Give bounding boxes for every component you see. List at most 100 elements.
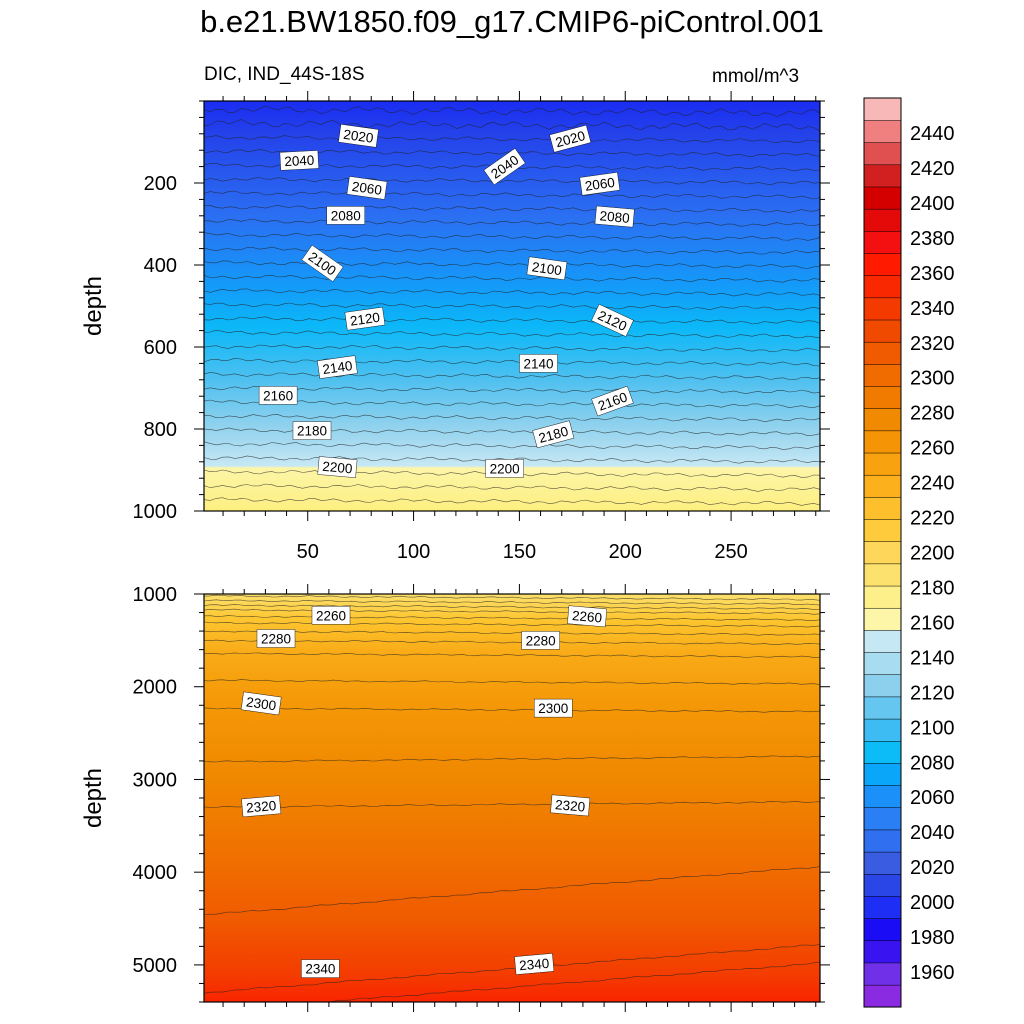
contour-label: 2120 [344,306,386,331]
colorbar-swatch [863,895,902,919]
colorbar-swatch [863,629,902,653]
contour-label: 2280 [256,629,296,648]
upper-panel-frame [203,100,821,512]
contour-label-text: 2340 [305,962,335,977]
colorbar-label: 2180 [910,578,955,600]
contour-label-text: 2300 [245,694,277,713]
contour-label: 2040 [279,150,319,171]
colorbar-swatch [863,851,902,875]
contour-label-text: 2060 [584,175,616,194]
upper-contour-line [204,372,820,380]
colorbar-swatch [863,452,902,476]
x-tick-label: 150 [503,541,536,563]
upper-contour-line [204,232,820,241]
y-tick-label: 400 [144,255,177,277]
colorbar-swatch [863,186,902,210]
contour-label-text: 2080 [331,208,361,223]
colorbar-label: 2020 [910,857,955,879]
chart-title: b.e21.BW1850.f09_g17.CMIP6-piControl.001 [200,4,824,39]
contour-label: 2140 [519,354,558,373]
upper-contour-line [204,497,820,506]
upper-contour-line [204,177,820,186]
x-tick-label: 250 [714,541,747,563]
contour-label: 2020 [338,124,379,148]
upper-contour-line [204,246,820,255]
contour-label-text: 2140 [523,356,553,371]
colorbar-swatch [863,252,902,276]
contour-label-text: 2080 [599,208,630,226]
contour-label: 2060 [346,176,388,200]
upper-contour-line [204,483,820,492]
colorbar-swatch [863,97,902,121]
colorbar-label: 2220 [910,508,955,530]
colorbar-swatch [863,518,902,542]
colorbar-label: 2140 [910,647,955,669]
colorbar-label: 2240 [910,473,955,495]
contour-label-text: 2260 [316,608,346,623]
contour-label: 2200 [485,459,524,478]
colorbar-swatch [863,297,902,321]
lower-contour-line [204,639,820,646]
contour-label-text: 2320 [555,797,586,815]
contour-label-text: 2160 [263,388,293,403]
lower-contour-line [204,615,820,621]
x-tick-label: 200 [609,541,642,563]
upper-contour-line [204,135,820,144]
colorbar-swatch [863,363,902,387]
upper-contour-line [204,105,820,117]
contour-label: 2020 [549,124,592,153]
lower-contour-line [204,800,820,808]
colorbar-swatch [863,275,902,299]
lower-contour-labels: 2260 2260 2280 2280 2300 2300 2320 2320 2340 2340 [240,605,608,978]
contour-label: 2100 [526,256,568,281]
lower-contour-line [328,962,820,1002]
upper-contour-line [204,288,820,297]
colorbar-swatch [863,474,902,498]
colorbar-swatch [863,319,902,343]
upper-contour-line [204,329,820,339]
colorbar-swatch [863,142,902,166]
colorbar-label: 2120 [910,682,955,704]
upper-contour-line [204,357,820,367]
contour-label: 2200 [317,456,358,478]
x-tick-label: 50 [297,541,319,563]
colorbar-label: 2200 [910,543,955,565]
colorbar-label: 2080 [910,752,955,774]
contour-label-text: 2100 [531,259,563,278]
upper-contour-line [204,190,820,200]
axis-tick-labels: 50 100 150 200 250 200 400 600 800 1000 1000 2000 30… [133,173,748,977]
contour-label: 2160 [258,386,298,405]
contour-label-text: 2120 [349,310,381,329]
colorbar-swatch [863,119,902,143]
contour-label: 2300 [240,691,282,716]
contour-label-text: 2200 [490,461,520,476]
axis-ticks [194,91,830,1012]
upper-contour-line [204,119,820,132]
contour-label: 2080 [594,205,635,228]
colorbar-swatch [863,607,902,631]
upper-contour-line [204,218,820,227]
upper-contour-line [204,399,820,409]
lower-contour-line [204,594,820,601]
y-tick-label: 600 [144,337,177,359]
contour-label-text: 2020 [343,127,375,146]
x-tick-label: 100 [397,541,430,563]
y-tick-label: 200 [144,173,177,195]
colorbar-swatch [863,208,902,232]
colorbar-label: 2340 [910,298,955,320]
variable-label: DIC, IND_44S-18S [204,64,365,85]
contour-label: 2180 [292,421,332,440]
contour-label: 2320 [550,794,591,817]
colorbar-label: 2000 [910,892,955,914]
colorbar-swatch [863,585,902,609]
colorbar-swatch [863,984,902,1008]
contour-label-text: 2260 [571,608,602,626]
upper-contour-line [204,441,820,450]
colorbar-label: 2160 [910,612,955,634]
contour-label: 2120 [591,303,634,337]
lower-contour-lines [204,594,820,1002]
colorbar-labels: 1960 1980 2000 2020 2040 2060 2080 2100 2120 2140… [910,123,955,984]
upper-y-axis-title: depth [80,276,107,336]
upper-contour-line [204,386,820,395]
colorbar-label: 2280 [910,403,955,425]
